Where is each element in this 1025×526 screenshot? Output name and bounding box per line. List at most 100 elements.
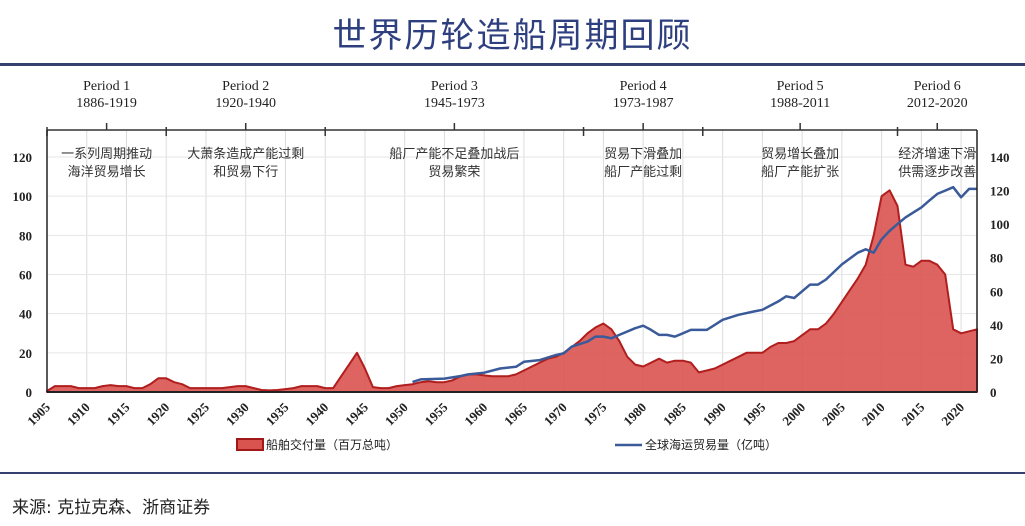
data-point-trade	[563, 352, 565, 354]
data-point-deliveries	[920, 260, 922, 262]
data-point-deliveries	[380, 387, 382, 389]
period-years: 2012-2020	[907, 96, 968, 111]
x-tick-label: 1980	[620, 400, 649, 429]
data-point-trade	[873, 252, 875, 254]
data-point-trade	[952, 186, 954, 188]
period-note: 和贸易下行	[213, 165, 278, 180]
data-point-deliveries	[730, 360, 732, 362]
data-point-deliveries	[706, 369, 708, 371]
data-point-trade	[889, 230, 891, 232]
data-point-trade	[499, 368, 501, 369]
data-point-deliveries	[904, 264, 906, 266]
data-point-deliveries	[491, 375, 493, 377]
data-point-deliveries	[277, 389, 279, 391]
data-point-trade	[722, 319, 724, 321]
data-point-trade	[865, 248, 867, 250]
x-tick-label: 2005	[819, 399, 848, 428]
data-point-deliveries	[292, 387, 294, 389]
footer-divider	[0, 472, 1025, 474]
data-point-deliveries	[340, 375, 342, 377]
period-note: 经济增速下滑	[898, 147, 976, 162]
data-point-deliveries	[269, 389, 271, 391]
x-tick-label: 1990	[700, 400, 729, 429]
y-left-tick-label: 40	[19, 307, 32, 322]
x-tick-label: 2000	[779, 400, 808, 429]
data-point-trade	[912, 211, 914, 213]
period-years: 1920-1940	[215, 96, 276, 111]
data-point-deliveries	[348, 364, 350, 366]
period-note: 船厂产能扩张	[761, 165, 839, 180]
data-point-deliveries	[690, 362, 692, 364]
data-point-deliveries	[396, 385, 398, 387]
data-point-trade	[753, 310, 755, 312]
data-point-trade	[928, 200, 930, 202]
data-point-deliveries	[284, 388, 286, 390]
data-point-trade	[682, 332, 684, 334]
data-point-deliveries	[404, 384, 406, 386]
data-point-deliveries	[682, 360, 684, 362]
data-point-trade	[602, 336, 604, 338]
data-point-trade	[706, 329, 708, 331]
data-point-deliveries	[809, 328, 811, 330]
data-point-deliveries	[253, 387, 255, 389]
period-name: Period 3	[431, 79, 478, 94]
y-right-tick-label: 100	[990, 217, 1010, 232]
data-point-deliveries	[897, 205, 899, 207]
data-point-trade	[467, 373, 469, 375]
data-point-deliveries	[54, 385, 56, 387]
y-right-tick-label: 60	[990, 284, 1003, 299]
y-right-tick-label: 120	[990, 184, 1010, 199]
data-point-deliveries	[499, 375, 501, 377]
legend: 船舶交付量（百万总吨） 全球海运贸易量（亿吨）	[236, 437, 777, 452]
data-point-trade	[785, 295, 787, 297]
data-point-deliveries	[165, 377, 167, 379]
data-point-trade	[594, 336, 596, 338]
data-point-deliveries	[761, 352, 763, 354]
data-point-trade	[666, 334, 668, 336]
y-left-tick-label: 100	[13, 189, 33, 204]
data-point-trade	[968, 188, 970, 190]
y-left-tick-label: 80	[19, 228, 32, 243]
data-point-deliveries	[125, 385, 127, 387]
data-point-deliveries	[531, 366, 533, 368]
period-note: 大萧条造成产能过剩	[187, 146, 304, 162]
data-point-deliveries	[237, 385, 239, 387]
x-tick-label: 1955	[422, 399, 451, 428]
period-years: 1886-1919	[76, 96, 137, 111]
data-point-deliveries	[666, 362, 668, 364]
data-point-deliveries	[650, 362, 652, 364]
period-note: 供需逐步改善	[898, 164, 976, 180]
data-point-deliveries	[332, 387, 334, 389]
series-marks	[46, 185, 978, 393]
x-tick-label: 1950	[382, 400, 411, 429]
data-point-trade	[761, 309, 763, 311]
data-point-deliveries	[587, 332, 589, 334]
data-point-deliveries	[515, 373, 517, 375]
data-point-deliveries	[825, 322, 827, 324]
data-point-deliveries	[483, 374, 485, 376]
y-left-tick-label: 60	[19, 268, 32, 283]
data-point-deliveries	[388, 387, 390, 389]
data-point-trade	[650, 329, 652, 331]
legend-label-deliveries: 船舶交付量（百万总吨）	[266, 437, 398, 452]
data-point-deliveries	[753, 352, 755, 354]
x-tick-label: 1965	[501, 399, 530, 428]
data-point-deliveries	[229, 386, 231, 388]
y-left-tick-label: 120	[13, 150, 33, 165]
data-point-deliveries	[873, 234, 875, 236]
data-point-deliveries	[539, 362, 541, 364]
data-point-trade	[936, 193, 938, 195]
data-point-deliveries	[324, 387, 326, 389]
data-point-trade	[539, 359, 541, 361]
data-point-deliveries	[141, 387, 143, 389]
period-note: 贸易繁荣	[428, 164, 480, 180]
data-point-deliveries	[70, 385, 72, 387]
period-name: Period 1	[83, 79, 130, 94]
data-point-deliveries	[364, 368, 366, 369]
y-left-tick-label: 0	[26, 385, 33, 400]
data-point-deliveries	[308, 385, 310, 387]
x-tick-label: 1915	[104, 399, 133, 428]
data-point-trade	[738, 314, 740, 316]
